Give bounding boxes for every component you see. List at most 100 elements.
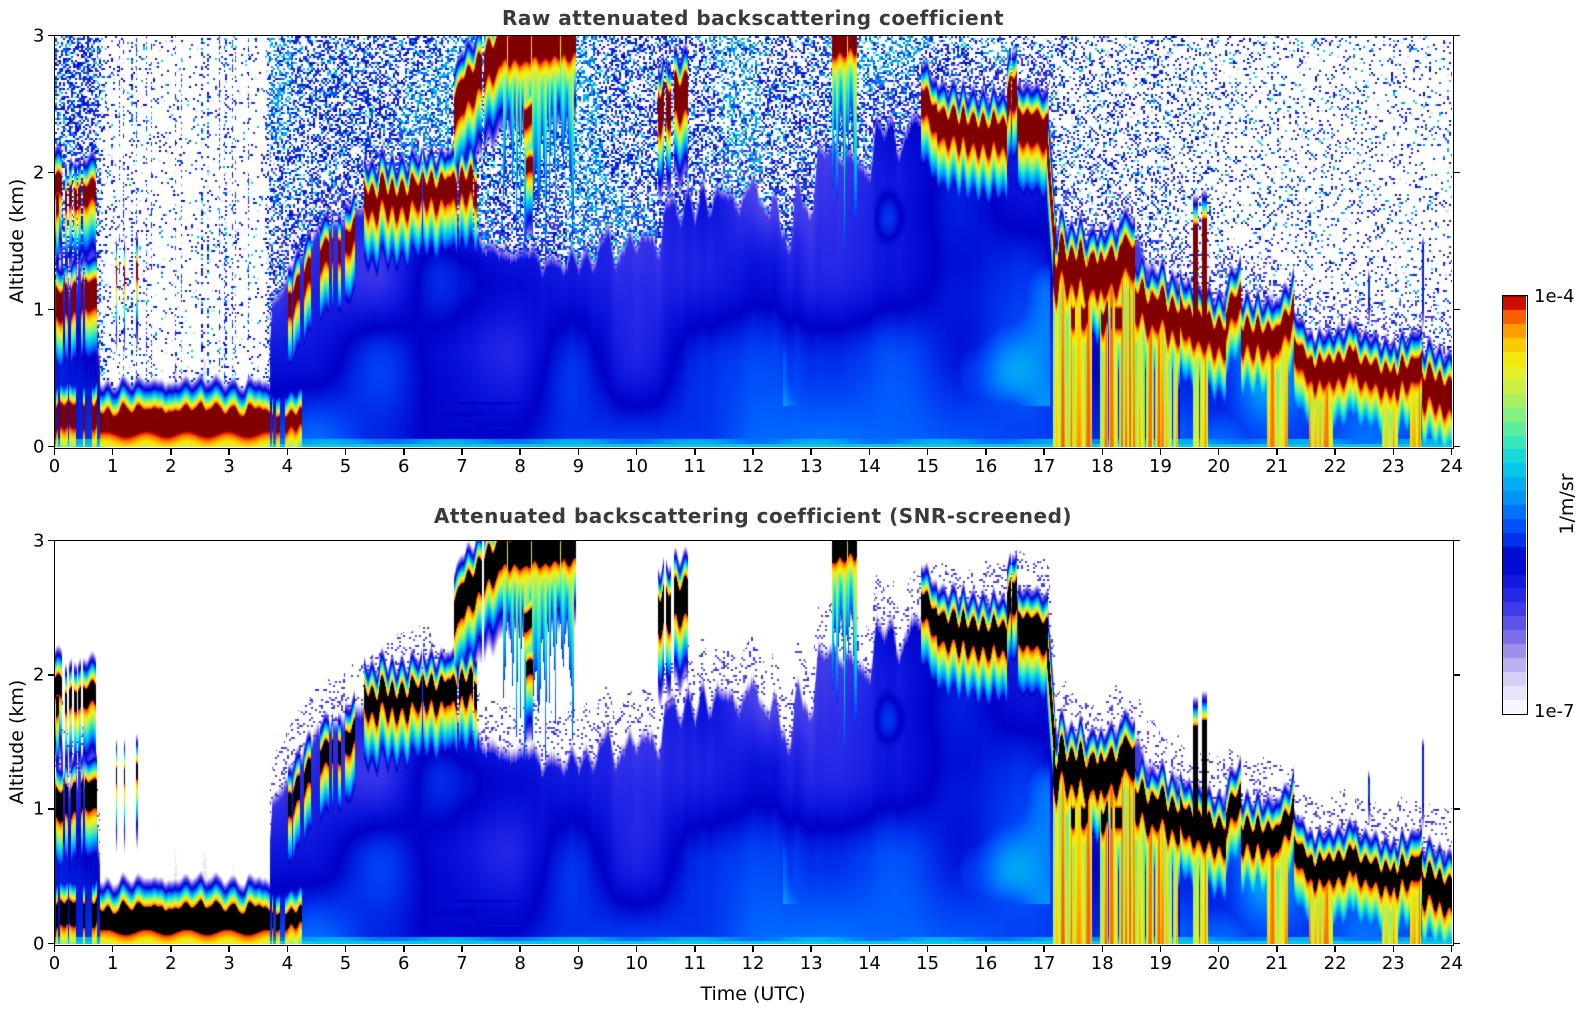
x-tick-label: 18 [1090,952,1114,974]
colorbar-max-label: 1e-4 [1534,286,1575,307]
x-tick-mark [170,447,172,455]
y-tick-mark [47,942,55,945]
y-tick-mark [47,674,55,676]
x-tick-mark [53,447,56,455]
y-tick-mark [47,808,55,810]
x-tick-label: 12 [741,952,765,974]
x-tick-label: 16 [974,952,998,974]
x-tick-label: 8 [514,455,526,477]
x-tick-mark [985,944,987,952]
x-tick-mark [228,944,230,952]
x-tick-label: 22 [1323,455,1347,477]
x-tick-mark [694,944,696,952]
x-tick-mark [1276,944,1278,952]
x-tick-label: 15 [916,952,940,974]
x-tick-mark [1159,447,1162,455]
x-tick-mark [519,447,521,455]
x-tick-label: 1 [106,455,119,477]
x-tick-label: 22 [1323,952,1347,974]
x-tick-mark [461,447,463,455]
x-tick-mark [810,944,812,952]
y-tick-mark-right [1452,539,1460,542]
x-tick-mark [286,944,289,952]
x-tick-label: 19 [1149,455,1172,477]
x-tick-label: 12 [741,455,765,477]
x-tick-label: 11 [683,952,707,974]
x-tick-mark [985,447,987,455]
y-tick-mark-right [1452,808,1460,810]
x-tick-mark [461,944,463,952]
x-tick-mark [1101,944,1103,952]
x-tick-mark [1217,944,1220,952]
y-tick-label: 1 [33,299,45,320]
y-tick-mark-right [1452,445,1460,448]
x-tick-mark [53,944,56,952]
x-tick-mark [868,447,871,455]
x-tick-label: 15 [916,455,940,477]
panel2-title: Attenuated backscattering coefficient (S… [433,504,1073,528]
x-tick-mark [1392,944,1395,952]
panel1-ylabel: Altitude (km) [6,178,28,304]
raw-backscatter-heatmap-panel: 0 1 2 3 4 5 6 7 8 9 10 11 12 13 14 15 16 17 18 19 20 21 22 23 24… [33,25,1463,477]
x-tick-label: 0 [48,455,61,477]
y-tick-mark-right [1452,34,1460,37]
x-tick-label: 0 [48,952,61,974]
x-tick-mark [170,944,172,952]
screened-heatmap-canvas [54,540,1452,944]
x-tick-mark [1392,447,1395,455]
x-tick-label: 20 [1207,455,1231,477]
x-tick-mark [752,944,754,952]
x-tick-label: 23 [1381,952,1405,974]
x-tick-mark [868,944,871,952]
x-tick-label: 3 [223,455,235,477]
x-tick-label: 7 [456,455,468,477]
x-tick-mark [1217,447,1220,455]
x-tick-label: 6 [398,455,410,477]
panel1-title: Raw attenuated backscattering coefficien… [501,6,1005,30]
x-tick-label: 4 [281,952,294,974]
x-tick-label: 10 [625,952,649,974]
x-tick-label: 1 [106,952,119,974]
x-tick-mark [752,447,754,455]
x-tick-mark [1334,447,1336,455]
x-tick-mark [111,944,114,952]
x-tick-mark [635,447,638,455]
colorbar-unit-label: 1/m/sr [1556,473,1578,535]
x-tick-mark [694,447,696,455]
x-tick-label: 13 [799,455,823,477]
x-tick-label: 14 [857,952,881,974]
x-tick-label: 4 [281,455,294,477]
x-tick-mark [1334,944,1336,952]
x-tick-mark [926,944,929,952]
panel2-ylabel: Altitude (km) [6,679,28,805]
colorbar-canvas [1502,295,1526,713]
y-tick-label: 1 [33,798,45,820]
y-tick-mark-right [1452,308,1460,311]
y-tick-mark-right [1452,942,1460,945]
x-tick-mark [1043,447,1045,455]
x-tick-mark [1276,447,1278,455]
x-tick-mark [228,447,230,455]
x-tick-mark [577,944,580,952]
x-tick-mark [1450,944,1453,952]
y-tick-mark-right [1452,674,1460,676]
x-tick-mark [519,944,521,952]
y-tick-label: 0 [33,436,45,457]
y-tick-mark-right [1452,171,1460,174]
x-tick-mark [1450,447,1453,455]
x-tick-mark [577,447,580,455]
x-tick-label: 21 [1265,455,1289,477]
x-tick-label: 23 [1381,455,1405,477]
x-tick-label: 3 [223,952,235,974]
y-tick-label: 3 [33,25,45,46]
y-tick-label: 3 [33,530,45,551]
x-tick-mark [344,447,347,455]
y-tick-mark [47,34,55,37]
x-tick-mark [926,447,929,455]
x-tick-mark [111,447,114,455]
x-tick-label: 17 [1032,952,1056,974]
x-tick-label: 7 [456,952,468,974]
x-tick-label: 19 [1149,952,1172,974]
x-tick-mark [403,944,405,952]
